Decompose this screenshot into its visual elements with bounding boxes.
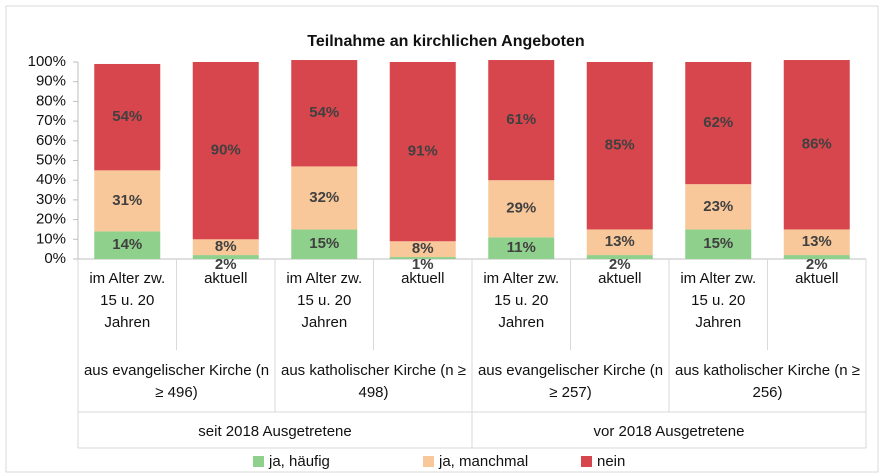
bar-segment [783,60,850,230]
data-label: 54% [309,104,339,121]
y-tick-label: 20% [36,211,66,228]
group-label: aus evangelischer Kirche (n ≥ 496) [83,362,270,401]
y-tick-label: 50% [36,151,66,168]
group-label: aus evangelischer Kirche (n ≥ 257) [477,362,664,401]
y-tick-label: 10% [36,230,66,247]
bar-segment [389,241,456,258]
bar-segment [192,255,259,259]
data-label: 13% [802,233,832,250]
chart-title: Teilnahme an kirchlichen Angeboten [307,33,584,50]
bar-segment [488,180,555,238]
bar-segment [291,60,358,167]
x-tick-label: im Alter zw. 15 u. 20 Jahren [680,270,757,331]
data-label: 86% [802,136,832,153]
data-label: 13% [605,233,635,250]
y-tick-label: 0% [44,250,66,267]
bar-segment [94,63,161,171]
group-label: aus katholischer Kirche (n ≥ 498) [281,362,466,401]
data-label: 62% [703,114,733,131]
data-label: 1% [412,256,434,273]
data-label: 8% [412,240,434,257]
data-label: 29% [506,200,536,217]
bar-segment [192,62,259,240]
x-tick-label: im Alter zw. 15 u. 20 Jahren [89,270,166,331]
y-tick-label: 90% [36,73,66,90]
legend-swatch [581,456,592,467]
y-tick-label: 30% [36,191,66,208]
bar-segment [586,62,653,230]
data-label: 23% [703,198,733,215]
bar-segment [291,229,358,259]
data-label: 32% [309,189,339,206]
bar-segment [192,239,259,256]
data-label: 11% [507,239,536,256]
outer-group-label: vor 2018 Ausgetretene [593,423,745,440]
data-label: 8% [215,238,237,255]
group-label: aus katholischer Kirche (n ≥ 256) [675,362,860,401]
y-tick-label: 80% [36,92,66,109]
data-label: 90% [211,142,241,159]
bar-segment [389,257,456,259]
data-label: 14% [112,236,142,253]
bar-segment [488,237,555,259]
bar-segment [685,62,752,185]
bar-segment [586,255,653,259]
legend-label: ja, manchmal [438,453,528,470]
legend-label: nein [597,453,625,470]
x-tick-label: im Alter zw. 15 u. 20 Jahren [483,270,560,331]
legend-label: ja, häufig [268,453,330,470]
outer-group-label: seit 2018 Ausgetretene [198,423,352,440]
data-label: 2% [215,256,237,273]
bar-segment [685,184,752,230]
bar-segment [783,229,850,256]
x-tick-label: aktuell [795,270,839,287]
bar-segment [488,60,555,181]
bar-segment [291,166,358,230]
x-tick-label: aktuell [401,270,445,287]
data-label: 15% [703,235,733,252]
bar-segment [94,231,161,259]
data-label: 61% [506,111,536,128]
bar-segment [586,229,653,256]
chart-border [5,5,879,473]
x-tick-label: aktuell [204,270,248,287]
y-tick-label: 70% [36,112,66,129]
data-label: 85% [605,137,635,154]
data-label: 2% [806,256,828,273]
data-label: 91% [408,143,438,160]
x-tick-label: aktuell [598,270,642,287]
x-tick-label: im Alter zw. 15 u. 20 Jahren [286,270,363,331]
data-label: 31% [112,192,142,209]
y-tick-label: 40% [36,171,66,188]
legend-swatch [253,456,264,467]
bar-segment [685,229,752,259]
data-label: 54% [112,108,142,125]
y-tick-label: 60% [36,132,66,149]
bar-segment [94,170,161,232]
legend-swatch [423,456,434,467]
bar-segment [783,255,850,259]
data-label: 2% [609,256,631,273]
bar-segment [389,62,456,242]
data-label: 15% [309,235,339,252]
y-tick-label: 100% [28,53,66,70]
